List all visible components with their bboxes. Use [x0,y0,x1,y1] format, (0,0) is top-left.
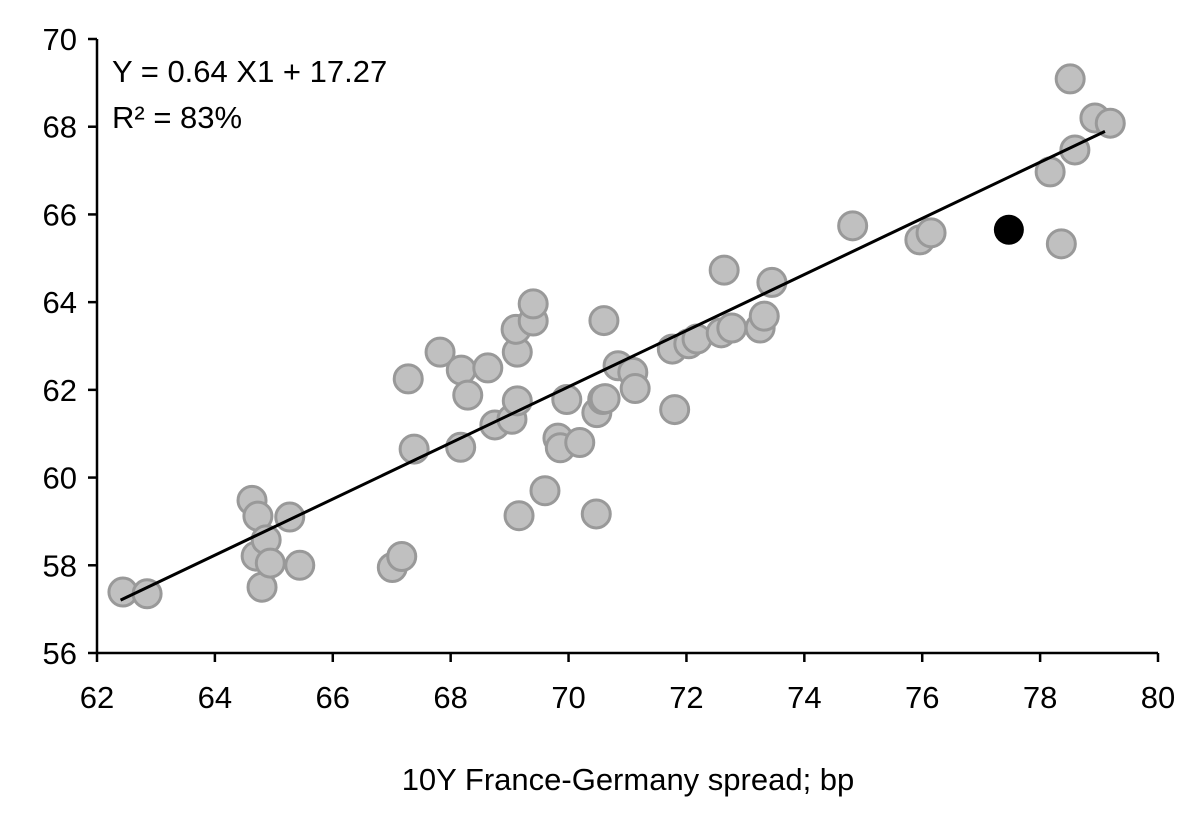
x-tick-label: 72 [669,680,703,715]
data-point [589,383,621,415]
x-tick-label: 74 [787,680,821,715]
data-point [1094,107,1126,139]
data-point [452,379,484,411]
x-tick-label: 66 [316,680,350,715]
y-tick-label: 66 [43,197,77,232]
data-point [551,384,583,416]
x-tick-label: 62 [80,680,114,715]
data-point [424,336,456,368]
x-tick-label: 78 [1023,680,1057,715]
data-point [503,500,535,532]
y-tick-label: 68 [43,110,77,145]
data-point [580,498,612,530]
data-point [517,288,549,320]
y-tick-label: 62 [43,373,77,408]
data-point [386,541,418,573]
data-point [1045,228,1077,260]
data-point [619,373,651,405]
data-point [716,312,748,344]
data-point [254,547,286,579]
data-point [392,363,424,395]
data-point [659,394,691,426]
x-tick-label: 80 [1141,680,1175,715]
y-tick-label: 56 [43,636,77,671]
axes: 56 58 60 62 64 66 68 70 62 64 66 68 70 72 74 76 78 80 [43,22,1176,715]
x-tick-label: 68 [433,680,467,715]
data-point [284,549,316,581]
data-point [274,501,306,533]
data-point [588,305,620,337]
data-point [529,475,561,507]
r-squared-annotation: R² = 83% [112,100,242,135]
data-point [564,426,596,458]
plot-marks [107,63,1126,610]
y-tick-label: 70 [43,22,77,57]
x-tick-label: 76 [905,680,939,715]
data-point [1054,63,1086,95]
y-tick-label: 60 [43,461,77,496]
x-axis-label: 10Y France-Germany spread; bp [402,762,855,797]
regression-line [119,130,1106,602]
x-tick-label: 70 [551,680,585,715]
equation-annotation: Y = 0.64 X1 + 17.27 [112,54,387,89]
x-tick-label: 64 [198,680,232,715]
y-tick-label: 58 [43,548,77,583]
data-point [445,354,477,386]
data-point [756,266,788,298]
data-point [748,300,780,332]
data-point [837,210,869,242]
data-point [708,254,740,286]
highlight-point [993,214,1024,245]
data-point [915,217,947,249]
data-point [472,352,504,384]
y-tick-label: 64 [43,285,77,320]
